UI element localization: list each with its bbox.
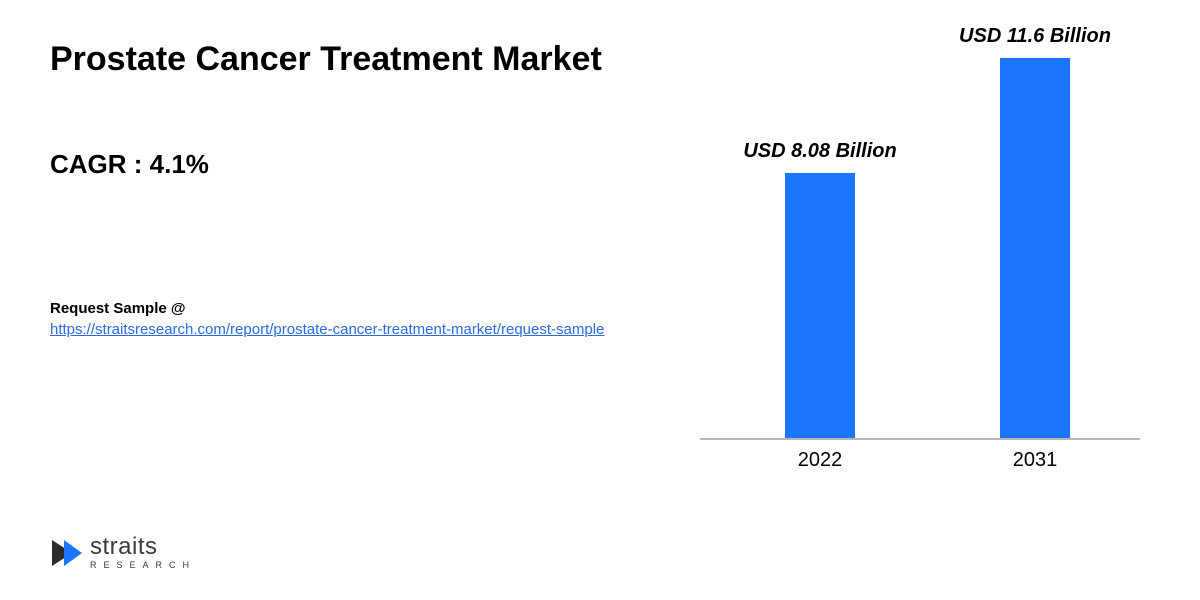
bar-value-label-2031: USD 11.6 Billion	[940, 25, 1130, 48]
brand-logo: straits RESEARCH	[50, 535, 196, 570]
bar-value-label-2022: USD 8.08 Billion	[725, 140, 915, 163]
request-sample-link[interactable]: https://straitsresearch.com/report/prost…	[50, 321, 604, 338]
chart-axis	[700, 438, 1140, 440]
bar-chart: USD 8.08 Billion2022USD 11.6 Billion2031	[700, 30, 1140, 470]
bar-year-label-2031: 2031	[1000, 449, 1070, 472]
bar-year-label-2022: 2022	[785, 449, 855, 472]
logo-sub-text: RESEARCH	[90, 561, 196, 570]
logo-icon	[50, 536, 84, 570]
logo-main-text: straits	[90, 535, 196, 559]
bar-2031	[1000, 58, 1070, 438]
bar-2022	[785, 173, 855, 438]
